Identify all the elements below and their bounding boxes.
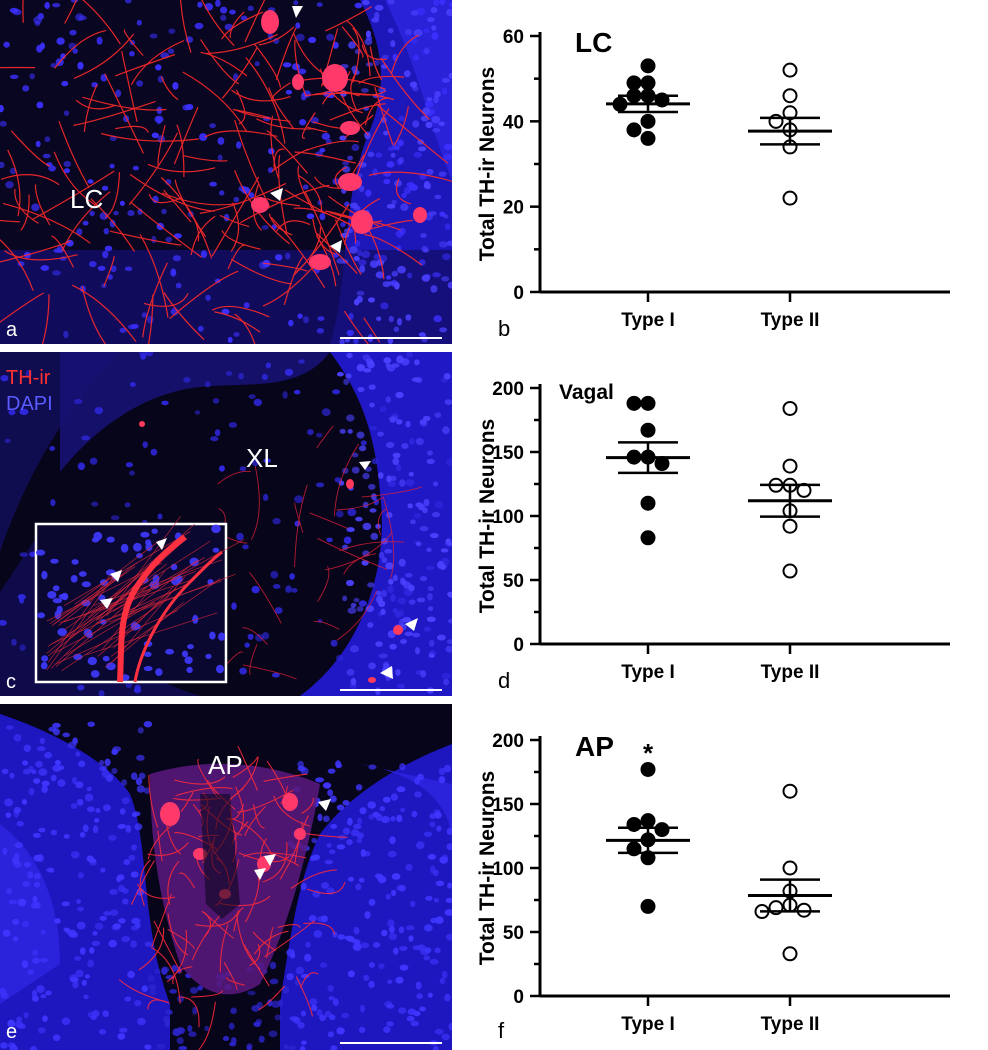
arrowheads <box>270 6 342 253</box>
chart-title: LC <box>575 27 612 58</box>
y-tick-label: 50 <box>503 571 524 592</box>
legend-dapi: DAPI <box>6 393 53 415</box>
y-tick-label: 40 <box>503 112 524 133</box>
micrograph-ap-image: AP e <box>0 704 452 1050</box>
y-tick-label: 150 <box>492 443 524 464</box>
data-point <box>640 58 656 74</box>
series-2 <box>748 400 832 579</box>
micrograph-ap: AP e <box>0 704 452 1050</box>
series-2 <box>748 62 832 206</box>
y-tick-label: 20 <box>503 198 524 219</box>
series-2 <box>748 783 832 962</box>
legend-th-ir: TH-ir <box>6 367 51 389</box>
data-point <box>626 395 642 411</box>
micrograph-lc-image: LC a <box>0 0 452 344</box>
micrograph-xl-image: XL TH-ir DAPI c <box>0 352 452 696</box>
data-point <box>782 946 798 962</box>
y-tick-label: 50 <box>503 923 524 944</box>
dapi-nuclei <box>0 0 452 344</box>
x-tick-label: Type II <box>761 662 820 683</box>
y-tick-label: 60 <box>503 27 524 48</box>
scale-bar <box>340 689 442 691</box>
series-1 <box>606 761 690 914</box>
panel-letter: d <box>498 668 510 693</box>
arrowheads <box>254 799 331 880</box>
panel-letter: c <box>6 671 16 693</box>
th-ir-cell-bodies <box>251 10 427 270</box>
data-point <box>782 860 798 876</box>
series-1 <box>606 58 690 146</box>
scale-bar <box>340 1042 442 1044</box>
th-ir-fibers <box>217 425 423 680</box>
data-point <box>782 783 798 799</box>
arrowheads <box>359 461 418 679</box>
x-tick-label: Type II <box>761 1014 820 1035</box>
x-tick-label: Type I <box>621 310 675 331</box>
panel-letter: b <box>498 316 510 341</box>
y-tick-label: 200 <box>492 731 524 752</box>
x-tick-label: Type I <box>621 1014 675 1035</box>
th-ir-cell-bodies <box>160 793 306 899</box>
scatter-plot-vagal: 0 50 100 150 200 Type I Type II Total TH-ir Neu… <box>460 352 988 700</box>
y-tick-label: 100 <box>492 507 524 528</box>
data-point <box>626 75 642 91</box>
data-point <box>640 761 656 777</box>
scale-bar <box>340 337 442 339</box>
dapi-nuclei <box>0 352 452 696</box>
y-axis-label: Total TH-ir Neurons <box>476 67 499 261</box>
th-ir-fibers <box>118 746 348 1050</box>
data-point <box>782 518 798 534</box>
micrograph-lc: LC a <box>0 0 452 344</box>
region-label: AP <box>208 750 243 780</box>
region-label: LC <box>70 184 103 214</box>
y-tick-label: 0 <box>513 283 524 304</box>
scatter-plot-vagal-svg: 0 50 100 150 200 Type I Type II Total TH-ir Neu… <box>476 379 950 693</box>
panel-letter: e <box>6 1021 17 1043</box>
axes: 0 50 100 150 200 Type I Type II <box>492 379 950 683</box>
y-axis-label: Total TH-ir Neurons <box>476 419 499 613</box>
y-tick-label: 150 <box>492 795 524 816</box>
x-tick-label: Type II <box>761 310 820 331</box>
x-tick-label: Type I <box>621 662 675 683</box>
data-point <box>640 530 656 546</box>
y-tick-label: 0 <box>513 987 524 1008</box>
y-tick-label: 0 <box>513 635 524 656</box>
data-point <box>640 495 656 511</box>
inset-magnified <box>34 515 245 684</box>
chart-title: Vagal <box>559 381 614 404</box>
data-point <box>640 75 656 91</box>
axes: 0 50 100 150 200 Type I Type II <box>492 731 950 1035</box>
data-point <box>640 813 656 829</box>
scatter-plot-ap: 0 50 100 150 200 Type I Type II Total TH-ir Neu… <box>460 704 988 1050</box>
data-point <box>782 88 798 104</box>
significance-marker: * <box>643 738 654 768</box>
data-point <box>640 113 656 129</box>
y-tick-label: 200 <box>492 379 524 400</box>
axes: 0 20 40 60 Type I Type II <box>503 27 950 331</box>
data-point <box>626 122 642 138</box>
data-point <box>640 130 656 146</box>
scatter-plot-lc-svg: 0 20 40 60 Type I Type II Total TH-ir Neurons L… <box>476 27 950 341</box>
y-tick-label: 100 <box>492 859 524 880</box>
data-point <box>782 400 798 416</box>
panel-letter: a <box>6 319 18 341</box>
y-axis-label: Total TH-ir Neurons <box>476 771 499 965</box>
data-point <box>782 458 798 474</box>
data-point <box>782 563 798 579</box>
th-ir-cell-bodies <box>139 421 403 683</box>
dapi-nuclei <box>0 721 452 1050</box>
series-1 <box>606 395 690 546</box>
data-point <box>640 898 656 914</box>
panel-letter: f <box>498 1018 505 1043</box>
scatter-plot-lc: 0 20 40 60 Type I Type II Total TH-ir Neurons L… <box>460 0 988 348</box>
data-point <box>640 395 656 411</box>
data-point <box>654 822 670 838</box>
chart-title: AP <box>575 731 614 762</box>
region-label: XL <box>246 443 278 473</box>
data-point <box>640 422 656 438</box>
scatter-plot-ap-svg: 0 50 100 150 200 Type I Type II Total TH-ir Neu… <box>476 731 950 1043</box>
data-point <box>782 190 798 206</box>
data-point <box>782 62 798 78</box>
micrograph-xl: XL TH-ir DAPI c <box>0 352 452 696</box>
